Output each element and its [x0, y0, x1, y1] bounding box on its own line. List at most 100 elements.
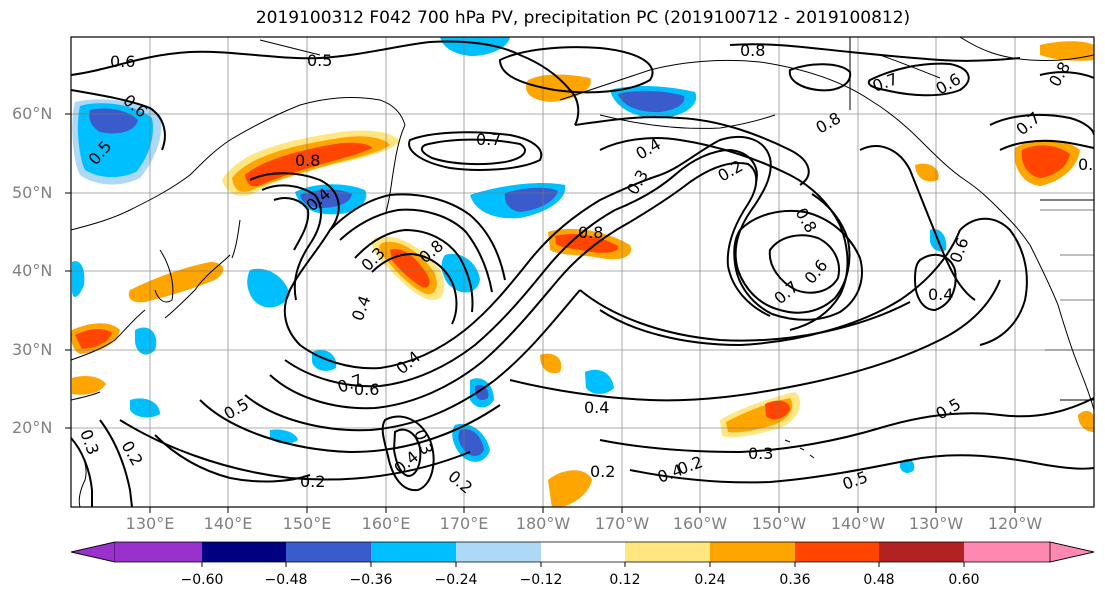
contour-label: 0.6 [354, 380, 379, 399]
pv-contour [579, 289, 911, 342]
precip-negative-patch [130, 398, 160, 418]
colorbar-tick-label: −0.12 [519, 572, 563, 588]
pv-contour [768, 234, 840, 294]
graticule [71, 37, 1094, 507]
contour-label: 0.5 [307, 51, 332, 70]
contour-label: 0.8 [578, 223, 603, 242]
pv-contour [867, 62, 970, 97]
pv-contours [71, 40, 1094, 507]
colorbar-tick-label: −0.48 [264, 572, 308, 588]
colorbar-bin [879, 542, 964, 562]
colorbar [70, 541, 1095, 567]
precip-negative-patch [135, 327, 157, 355]
colorbar-bin [115, 542, 202, 562]
precip-positive-patch [72, 376, 106, 395]
lon-label-180w: 180°W [515, 514, 571, 533]
coastline-asia [71, 97, 406, 231]
colorbar-bin [286, 542, 371, 562]
colorbar-bin [541, 542, 625, 562]
contour-label: 0.2 [590, 462, 615, 481]
pv-contour [71, 89, 166, 151]
colorbar-extend-max [1049, 541, 1095, 563]
colorbar-bin [202, 542, 286, 562]
precip-negative-patch [475, 384, 489, 400]
colorbar-bin [795, 542, 879, 562]
pv-contour [629, 454, 1094, 484]
pv-contour [354, 228, 474, 313]
map-area [71, 37, 1094, 507]
precip-negative-patch [458, 429, 484, 456]
coastline-kamchatka [385, 124, 406, 213]
pv-contour [269, 221, 631, 410]
precip-positive-patch [1021, 145, 1070, 178]
contour-label: 0.4 [928, 285, 953, 304]
pv-contour [599, 137, 849, 331]
colorbar-bin [710, 542, 795, 562]
lat-label-40n: 40°N [12, 261, 53, 280]
pv-contour [420, 138, 526, 166]
pv-contour [299, 174, 661, 370]
pv-contour [913, 253, 957, 312]
precip-negative-patch [247, 268, 290, 308]
lat-label-60n: 60°N [12, 104, 53, 123]
lon-label-130w: 130°W [908, 514, 964, 533]
lon-label-170w: 170°W [594, 514, 650, 533]
pv-contour [329, 193, 506, 281]
precip-positive-patch [390, 249, 430, 288]
precip-negative-patch [618, 90, 685, 113]
precip-positive-patch [245, 142, 372, 187]
pv-contour [999, 139, 1094, 151]
pv-contour [599, 397, 1094, 454]
coastline-us-west [1029, 244, 1094, 411]
precip-positive-patch [765, 400, 790, 420]
precip-negative-patch [900, 459, 915, 473]
pv-contour [273, 197, 310, 251]
coastline-korea [154, 249, 174, 303]
pv-contour [959, 217, 1028, 346]
colorbar-extend-min [70, 541, 116, 563]
coastlines [71, 37, 1094, 507]
precip-positive-patch [555, 234, 619, 253]
lat-label-20n: 20°N [12, 418, 53, 437]
contour-label: 0.8 [1078, 155, 1103, 174]
colorbar-tick-label: 0.60 [948, 572, 980, 588]
precip-positive-patch [540, 353, 562, 374]
contour-label: 0.8 [740, 41, 765, 60]
pv-contour [71, 437, 93, 507]
pv-contour [339, 208, 493, 293]
lat-label-50n: 50°N [12, 183, 53, 202]
pv-contour [614, 148, 758, 211]
pv-contour [509, 279, 1001, 402]
colorbar-bin [625, 542, 710, 562]
precip-shading [71, 41, 1094, 507]
colorbar-tick-label: 0.36 [779, 572, 811, 588]
colorbar-bin [371, 542, 456, 562]
pv-contour [788, 63, 852, 92]
colorbar-tick-label: 0.24 [694, 572, 726, 588]
pv-contour [733, 209, 863, 321]
contour-label: 0.6 [110, 52, 135, 71]
pv-contour [1039, 71, 1094, 79]
contour-label: 0.3 [748, 444, 773, 463]
pv-contour [392, 428, 422, 478]
contour-label: 0.7 [476, 130, 501, 149]
pv-contour [989, 113, 1094, 136]
colorbar-tick-label: −0.24 [434, 572, 478, 588]
colorbar-tick-label: 0.48 [863, 572, 895, 588]
pv-contour [381, 415, 435, 492]
precip-negative-patch [72, 261, 85, 297]
colorbar-outline [70, 541, 1095, 563]
colorbar-bin [456, 542, 541, 562]
lon-label-150w: 150°W [751, 514, 807, 533]
pv-contour [574, 116, 810, 186]
lat-label-30n: 30°N [12, 340, 53, 359]
pv-contour [244, 289, 581, 432]
pv-contour [408, 131, 543, 171]
lon-label-150e: 150°E [282, 514, 332, 533]
pv-contour [498, 46, 654, 94]
lon-label-170e: 170°E [439, 514, 489, 533]
contour-label: 0.4 [584, 398, 609, 417]
coastline-islands [259, 39, 776, 129]
precip-shading-negative [72, 37, 947, 473]
